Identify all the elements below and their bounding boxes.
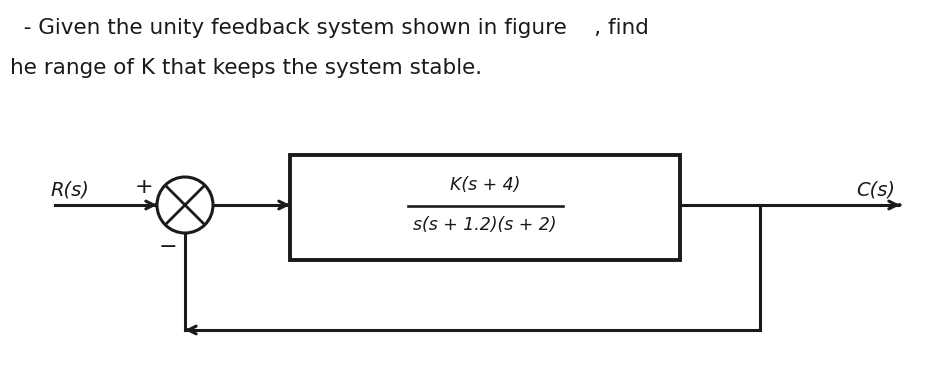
- Text: −: −: [159, 237, 177, 257]
- Text: R(s): R(s): [50, 181, 89, 200]
- Bar: [290, 155, 680, 260]
- Text: C(s): C(s): [856, 181, 895, 200]
- Text: - Given the unity feedback system shown in figure    , find: - Given the unity feedback system shown …: [10, 18, 649, 38]
- Ellipse shape: [157, 177, 213, 233]
- Text: s(s + 1.2)(s + 2): s(s + 1.2)(s + 2): [413, 216, 557, 233]
- Text: +: +: [134, 177, 153, 197]
- Text: K(s + 4): K(s + 4): [450, 175, 520, 194]
- Text: he range of K that keeps the system stable.: he range of K that keeps the system stab…: [10, 58, 482, 78]
